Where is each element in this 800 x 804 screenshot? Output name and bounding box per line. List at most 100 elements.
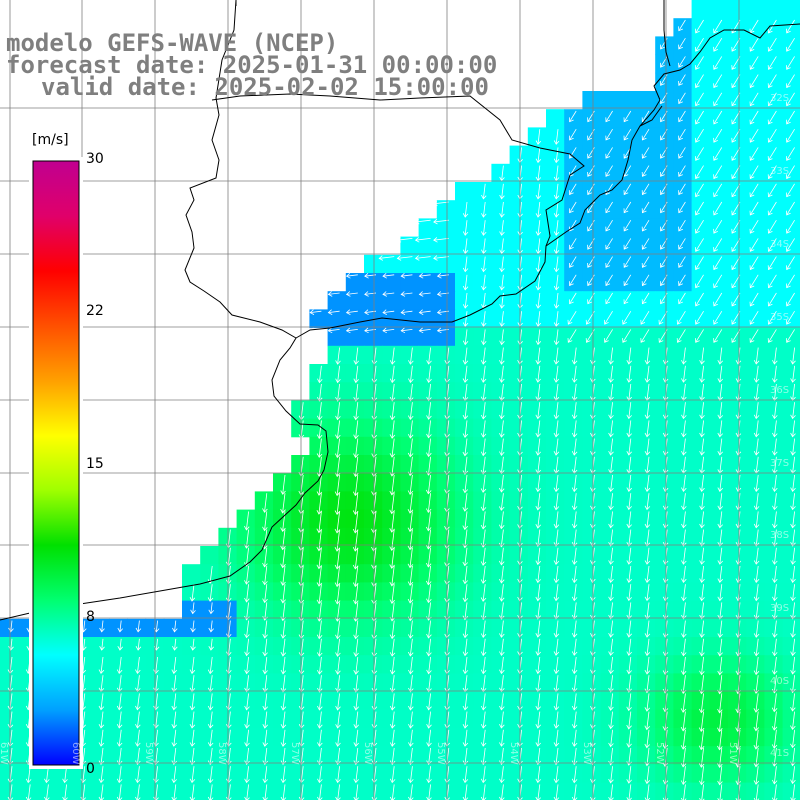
wind-speed-cell: [728, 746, 747, 765]
wind-speed-cell: [673, 418, 693, 438]
wind-speed-cell: [273, 728, 292, 747]
wind-speed-cell: [527, 400, 547, 420]
wind-arrow: [678, 37, 686, 50]
wind-speed-cell: [709, 91, 729, 110]
wind-speed-cell: [509, 436, 529, 456]
wind-speed-cell: [691, 36, 711, 56]
wind-arrow: [480, 747, 487, 765]
wind-speed-cell: [182, 709, 201, 729]
wind-arrow: [389, 383, 396, 402]
wind-speed-cell: [728, 0, 747, 19]
wind-speed-cell: [418, 764, 438, 784]
wind-speed-cell: [254, 709, 274, 729]
wind-arrow: [189, 675, 196, 693]
wind-speed-cell: [746, 309, 765, 329]
wind-speed-cell: [691, 637, 711, 656]
wind-arrow: [790, 729, 796, 749]
wind-speed-cell: [709, 491, 729, 511]
wind-speed-cell: [309, 764, 329, 784]
wind-speed-cell: [455, 673, 474, 693]
wind-speed-cell: [746, 491, 765, 511]
wind-arrow: [605, 183, 613, 196]
wind-speed-cell: [655, 364, 674, 383]
wind-speed-cell: [746, 600, 765, 620]
wind-arrow: [772, 365, 778, 383]
wind-arrow: [426, 656, 432, 675]
wind-speed-cell: [455, 655, 474, 674]
wind-speed-cell: [709, 637, 729, 656]
wind-speed-cell: [509, 527, 529, 547]
wind-speed-cell: [582, 236, 602, 256]
wind-arrow: [553, 438, 560, 456]
wind-arrow: [262, 547, 268, 568]
wind-arrow: [644, 766, 651, 785]
wind-arrow: [498, 493, 505, 511]
wind-arrow: [462, 220, 469, 236]
wind-arrow: [790, 620, 796, 638]
wind-speed-cell: [491, 455, 511, 474]
wind-arrow: [316, 402, 323, 421]
wind-speed-cell: [364, 782, 383, 802]
wind-speed-cell: [782, 145, 800, 165]
wind-arrow: [786, 183, 795, 198]
wind-speed-cell: [127, 764, 147, 784]
wind-speed-cell: [728, 200, 747, 219]
wind-arrow: [790, 766, 796, 785]
wind-arrow: [681, 529, 687, 547]
wind-arrow: [772, 420, 778, 438]
wind-speed-cell: [382, 509, 401, 529]
wind-speed-cell: [546, 309, 565, 329]
wind-arrow: [352, 511, 359, 534]
wind-speed-cell: [291, 655, 310, 674]
wind-speed-cell: [182, 746, 201, 765]
wind-speed-cell: [600, 655, 620, 674]
wind-speed-cell: [509, 418, 529, 438]
wind-arrow: [749, 56, 759, 70]
wind-speed-cell: [345, 764, 365, 784]
wind-arrow: [695, 110, 704, 125]
wind-speed-cell: [637, 546, 656, 565]
wind-speed-cell: [200, 564, 219, 583]
wind-speed-cell: [691, 527, 711, 547]
wind-speed-cell: [345, 600, 365, 620]
wind-arrow: [353, 365, 359, 384]
wind-arrow: [749, 74, 759, 89]
wind-speed-cell: [473, 582, 492, 602]
wind-arrow: [535, 493, 541, 511]
wind-speed-cell: [546, 273, 565, 292]
wind-arrow: [749, 110, 759, 125]
wind-speed-cell: [618, 600, 638, 620]
wind-speed-cell: [200, 728, 219, 747]
wind-speed-cell: [491, 637, 511, 656]
wind-speed-cell: [273, 782, 292, 802]
wind-arrow: [407, 547, 414, 569]
wind-arrow: [535, 147, 542, 164]
wind-speed-cell: [673, 655, 693, 674]
wind-speed-cell: [691, 18, 711, 37]
wind-speed-cell: [709, 618, 729, 638]
wind-arrow: [535, 201, 542, 218]
wind-arrow: [426, 347, 432, 365]
wind-arrow: [244, 620, 250, 639]
wind-speed-cell: [637, 782, 656, 802]
wind-speed-cell: [582, 309, 602, 329]
wind-arrow: [499, 693, 505, 711]
wind-speed-cell: [327, 637, 347, 656]
wind-arrow: [389, 675, 396, 693]
wind-arrow: [553, 547, 560, 565]
wind-speed-cell: [782, 746, 800, 765]
wind-arrow: [713, 183, 723, 198]
wind-speed-cell: [509, 582, 529, 602]
wind-arrow: [335, 766, 341, 784]
wind-arrow: [767, 292, 777, 307]
wind-speed-cell: [491, 309, 511, 329]
wind-speed-cell: [127, 618, 147, 638]
wind-arrow: [571, 693, 578, 711]
wind-arrow: [499, 201, 505, 218]
wind-speed-cell: [473, 382, 492, 401]
wind-arrow: [713, 19, 723, 34]
wind-speed-cell: [746, 273, 765, 292]
wind-speed-cell: [509, 145, 529, 165]
wind-speed-cell: [600, 746, 620, 765]
wind-speed-cell: [546, 364, 565, 383]
